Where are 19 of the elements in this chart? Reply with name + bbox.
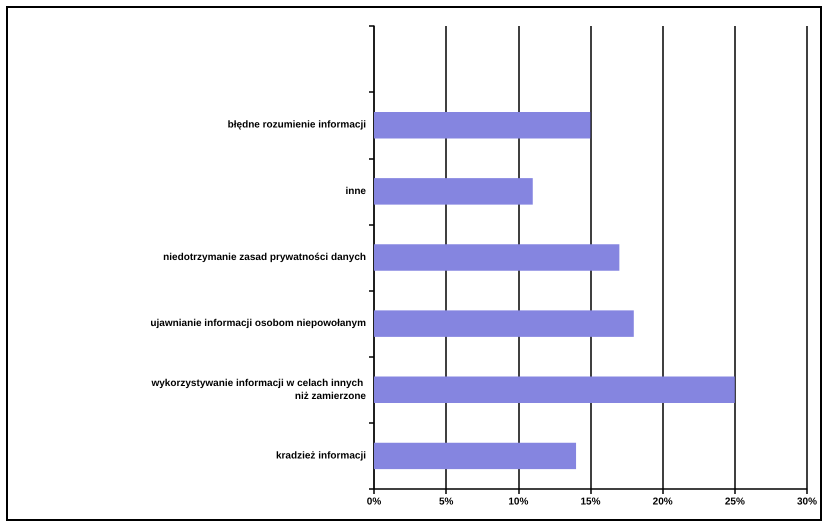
bar [374,310,634,337]
y-tick-label: inne [345,186,366,197]
bar [374,442,576,470]
x-tick-label: 5% [438,496,454,508]
x-tick-label: 0% [366,496,382,508]
x-tick-label: 25% [724,496,745,508]
y-tick-label: wykorzystywanie informacji w celach innych niż zamierzone [150,378,366,402]
bar [374,244,620,271]
bar [374,178,533,205]
bar [374,112,590,138]
x-tick-label: 20% [652,496,673,508]
y-tick-label: kradzież informacji [276,450,366,462]
x-tick-label: 10% [508,496,528,508]
y-tick-label: niedotrzymanie zasad prywatności danych [163,252,366,263]
x-tick-label: 30% [796,496,818,508]
y-tick-label: ujawnianie informacji osobom niepowołanym [150,318,366,330]
bar [374,376,735,404]
y-tick-label: błędne rozumienie informacji [228,120,366,131]
x-tick-label: 15% [580,496,601,508]
